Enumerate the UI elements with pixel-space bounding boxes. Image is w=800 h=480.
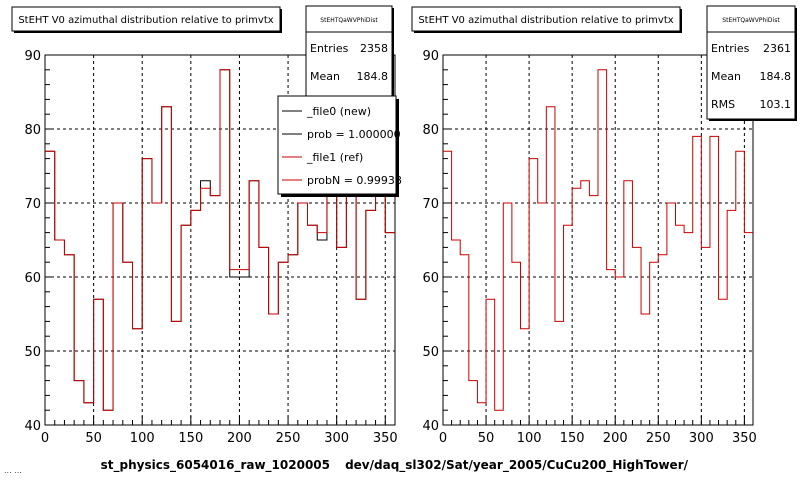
legend-label: _file1 (ref) bbox=[306, 151, 363, 164]
stats-label: Mean bbox=[711, 70, 741, 83]
x-tick-label: 300 bbox=[689, 431, 714, 446]
x-tick-label: 350 bbox=[373, 431, 398, 446]
chart-panel-1: 0 50 100 150 200 250 300 350 40 50 60 70 80 90 st_phys… bbox=[11, 5, 402, 473]
chart-title: StEHT V0 azimuthal distribution relative… bbox=[418, 15, 673, 26]
y-tick-label: 70 bbox=[24, 197, 41, 212]
stats-name: StEHTQaWVPhiDist bbox=[722, 17, 780, 24]
x-tick-label: 50 bbox=[85, 431, 102, 446]
y-tick-label: 90 bbox=[24, 49, 41, 64]
stats-label: RMS bbox=[711, 98, 735, 111]
legend-label: prob = 1.000000 bbox=[307, 128, 401, 141]
x-tick-label: 200 bbox=[227, 431, 252, 446]
x-axis-title: dev/daq_sl302/Sat/year_2005/CuCu200_High… bbox=[345, 458, 689, 473]
y-tick-label: 60 bbox=[422, 271, 439, 286]
y-tick-label: 50 bbox=[422, 345, 439, 360]
x-tick-label: 100 bbox=[130, 431, 155, 446]
x-tick-label: 50 bbox=[478, 431, 495, 446]
y-tick-label: 90 bbox=[422, 49, 439, 64]
y-tick-label: 40 bbox=[422, 419, 439, 434]
x-axis-title: st_physics_6054016_raw_1020005 bbox=[101, 458, 330, 473]
x-tick-label: 350 bbox=[732, 431, 757, 446]
stats-value: 2361 bbox=[763, 42, 791, 55]
x-tick-label: 250 bbox=[276, 431, 301, 446]
stats-box bbox=[305, 5, 393, 97]
stats-name: StEHTQaWVPhiDist bbox=[320, 17, 378, 24]
legend-label: _file0 (new) bbox=[306, 105, 371, 118]
chart-title: StEHT V0 azimuthal distribution relative… bbox=[18, 15, 273, 26]
x-tick-label: 0 bbox=[41, 431, 49, 446]
stats-value: 184.8 bbox=[760, 70, 792, 83]
y-tick-label: 60 bbox=[24, 271, 41, 286]
footer-text: ... ... bbox=[4, 466, 22, 475]
stats-value: 184.8 bbox=[357, 70, 389, 83]
stats-box bbox=[706, 5, 796, 120]
chart-panel-2: 0 50 100 150 200 250 300 350 40 50 60 70 80 90 dev/daq… bbox=[345, 5, 797, 473]
series-line-2 bbox=[45, 69, 395, 411]
x-tick-label: 150 bbox=[178, 431, 203, 446]
stats-value: 2358 bbox=[360, 42, 388, 55]
stats-label: Entries bbox=[310, 42, 349, 55]
x-tick-label: 300 bbox=[324, 431, 349, 446]
stats-label: Mean bbox=[310, 70, 340, 83]
y-tick-label: 70 bbox=[422, 197, 439, 212]
legend-label: probN = 0.99938 bbox=[307, 174, 402, 187]
y-tick-label: 80 bbox=[422, 123, 439, 138]
y-tick-label: 40 bbox=[24, 419, 41, 434]
x-tick-label: 100 bbox=[517, 431, 542, 446]
title-box bbox=[411, 6, 681, 32]
title-box bbox=[11, 6, 281, 32]
legend-box bbox=[277, 95, 397, 195]
stats-label: Entries bbox=[711, 42, 750, 55]
y-tick-label: 50 bbox=[24, 345, 41, 360]
x-tick-label: 250 bbox=[646, 431, 671, 446]
x-tick-label: 0 bbox=[439, 431, 447, 446]
stats-value: 103.1 bbox=[760, 98, 792, 111]
x-tick-label: 150 bbox=[560, 431, 585, 446]
series-line-1 bbox=[443, 69, 753, 411]
y-tick-label: 80 bbox=[24, 123, 41, 138]
x-tick-label: 200 bbox=[603, 431, 628, 446]
